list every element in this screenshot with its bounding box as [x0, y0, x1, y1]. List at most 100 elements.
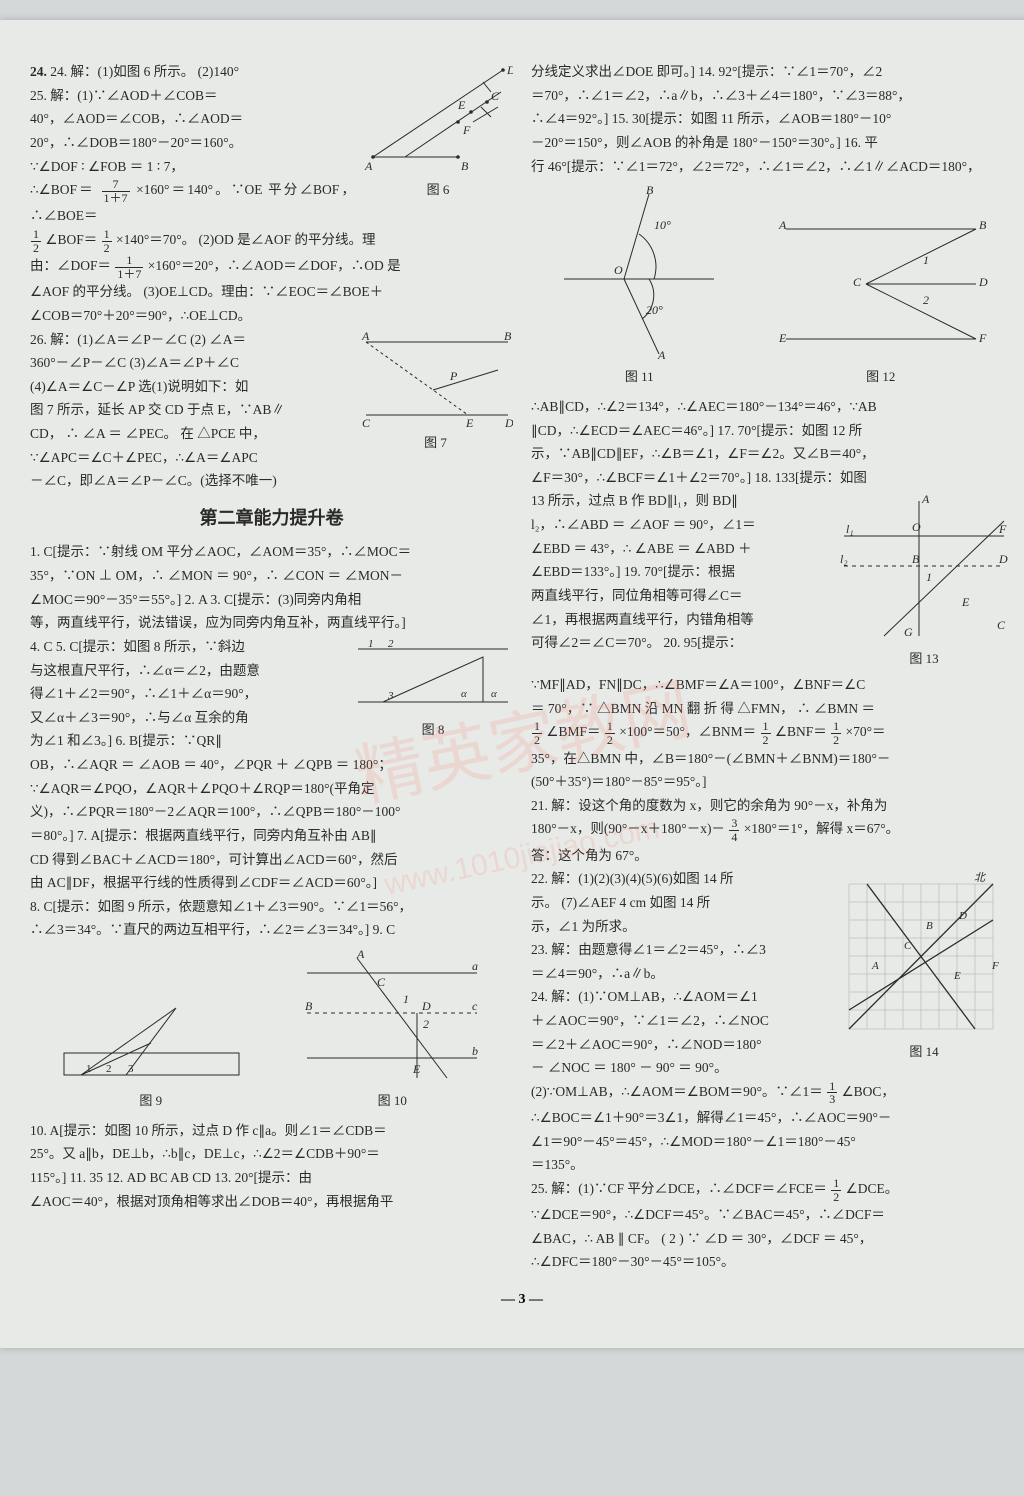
txt: ∴∠BOF＝ — [30, 182, 95, 197]
two-column-layout: A B D C E F 图 6 24. 24. 解：(1)如图 6 所示。 (2… — [30, 60, 1014, 1274]
figure-14-caption: 图 14 — [834, 1041, 1014, 1064]
q1-line-a: 1. C[提示：∵射线 OM 平分∠AOC，∠AOM＝35°，∴∠MOC＝ — [30, 540, 513, 564]
q6-line-b: ∵∠AQR＝∠PQO，∠AQR＋∠PQO＋∠RQP＝180°(平角定 — [30, 777, 513, 801]
r-line-25d: ∴∠DFC＝180°－30°－45°＝105°。 — [531, 1250, 1014, 1274]
txt: ×180°＝1°，解得 x＝67°。 — [744, 822, 899, 837]
fraction: 12 — [532, 720, 542, 746]
svg-text:a: a — [472, 959, 478, 973]
r-line-5: 行 46°[提示：∵∠1＝72°，∠2＝72°，∴∠1＝∠2，∴∠1∥∠ACD＝… — [531, 155, 1014, 179]
den: 2 — [31, 242, 41, 255]
num: 1 — [31, 228, 41, 242]
r-line-2: ＝70°，∴∠1＝∠2，∴a∥b，∴∠3＋∠4＝180°，∵∠3＝88°， — [531, 84, 1014, 108]
den: 1＋7 — [115, 268, 143, 281]
fraction: 12 — [831, 1177, 841, 1203]
figure-12-caption: 图 12 — [771, 366, 991, 389]
left-column: A B D C E F 图 6 24. 24. 解：(1)如图 6 所示。 (2… — [30, 60, 513, 1274]
svg-text:G: G — [904, 625, 913, 639]
figure-11: BA O 10° 20° 图 11 — [554, 184, 724, 389]
svg-text:北: 北 — [974, 871, 987, 884]
svg-text:O: O — [614, 263, 623, 277]
figure-6: A B D C E F 图 6 — [363, 62, 513, 202]
figures-11-12-row: BA O 10° 20° 图 11 — [531, 184, 1014, 389]
txt: ×100°＝50°，∠BNM＝ — [619, 725, 756, 740]
figure-9-svg: 123 — [56, 968, 246, 1088]
svg-text:20°: 20° — [646, 303, 663, 317]
txt: ×140°＝70°。 (2)OD 是∠AOF 的平分线。理 — [116, 232, 376, 247]
svg-text:α: α — [491, 688, 497, 700]
svg-text:A: A — [657, 348, 666, 362]
figure-12-svg: AB CD EF 12 — [771, 204, 991, 364]
q10-line-a: 10. A[提示：如图 10 所示，过点 D 作 c∥a。则∠1＝∠CDB＝ — [30, 1119, 513, 1143]
page-number: — 3 — — [30, 1292, 1014, 1308]
r-line-24h: ＝135°。 — [531, 1153, 1014, 1177]
figure-13-svg: Al₁F l₂D B1 GE CO — [834, 491, 1014, 646]
q6-line-d: ＝80°。] 7. A[提示：根据两直线平行，同旁内角互补由 AB∥ — [30, 824, 513, 848]
svg-text:C: C — [904, 940, 912, 952]
num: 3 — [729, 817, 739, 831]
svg-text:E: E — [412, 1062, 421, 1076]
svg-text:D: D — [958, 910, 967, 922]
svg-text:D: D — [506, 63, 513, 77]
q24-text: 24. 解：(1)如图 6 所示。 (2)140° — [50, 64, 239, 79]
r-line-24g: ∠1＝90°－45°＝45°，∴∠MOD＝180°－∠1＝180°－45° — [531, 1130, 1014, 1154]
r-line-6: ∴AB∥CD，∴∠2＝134°，∴∠AEC＝180°－134°＝46°，∵AB — [531, 395, 1014, 419]
svg-text:A: A — [921, 492, 930, 506]
r-line-19: 12 ∠BMF＝ 12 ×100°＝50°，∠BNM＝ 12 ∠BNF＝ 12 … — [531, 720, 1014, 746]
txt: ×70°＝ — [846, 725, 886, 740]
figure-12: AB CD EF 12 图 12 — [771, 204, 991, 389]
svg-text:c: c — [472, 999, 478, 1013]
r-line-1: 分线定义求出∠DOE 即可。] 14. 92°[提示：∵∠1＝70°，∠2 — [531, 60, 1014, 84]
svg-text:E: E — [465, 416, 474, 430]
num: 1 — [761, 720, 771, 734]
svg-text:1: 1 — [926, 570, 932, 584]
figure-9: 123 图 9 — [56, 968, 246, 1113]
r-line-8: 示，∵AB∥CD∥EF，∴∠B＝∠1，∠F＝∠2。又∠B＝40°， — [531, 442, 1014, 466]
svg-text:b: b — [472, 1044, 478, 1058]
svg-text:E: E — [953, 970, 961, 982]
figure-8-svg: 12 3 αα — [353, 637, 513, 717]
svg-text:3: 3 — [128, 1063, 134, 1075]
r-line-4: －20°＝150°，则∠AOB 的补角是 180°－150°＝30°。] 16.… — [531, 131, 1014, 155]
r-line-25c: ∠BAC，∴ AB ∥ CF。 ( 2 ) ∵ ∠D ＝ 30°，∠DCF ＝ … — [531, 1227, 1014, 1251]
svg-text:2: 2 — [388, 638, 394, 650]
svg-text:E: E — [961, 595, 970, 609]
svg-text:C: C — [362, 416, 371, 430]
svg-text:D: D — [998, 552, 1008, 566]
figure-7: AB CD EP 图 7 — [358, 330, 513, 455]
svg-text:A: A — [778, 218, 787, 232]
fraction: 12 — [102, 228, 112, 254]
svg-text:E: E — [457, 98, 466, 112]
svg-text:A: A — [871, 960, 879, 972]
num: 1 — [831, 720, 841, 734]
q7-line-b: 由 AC∥DF，根据平行线的性质得到∠CDF＝∠ACD＝60°。] — [30, 871, 513, 895]
den: 2 — [831, 734, 841, 747]
q1-line-c: ∠MOC＝90°－35°＝55°。] 2. A 3. C[提示：(3)同旁内角相 — [30, 588, 513, 612]
r-line-21b: 180°－x，则(90°－x＋180°－x)－ 34 ×180°＝1°，解得 x… — [531, 817, 1014, 843]
svg-text:2: 2 — [923, 293, 929, 307]
txt: ∠BOF＝ — [45, 232, 97, 247]
txt: ∠DCE。 — [846, 1181, 899, 1196]
svg-text:A: A — [364, 159, 373, 173]
den: 2 — [605, 734, 615, 747]
figure-6-caption: 图 6 — [363, 179, 513, 202]
chapter-heading: 第二章能力提升卷 — [30, 503, 513, 535]
den: 2 — [532, 734, 542, 747]
page-number-value: 3 — [519, 1292, 526, 1307]
q1-line-b: 35°，∵ON ⊥ OM，∴ ∠MON ＝ 90°，∴ ∠CON ＝ ∠MON－ — [30, 564, 513, 588]
svg-text:P: P — [449, 369, 458, 383]
svg-text:E: E — [778, 331, 787, 345]
figure-10-caption: 图 10 — [297, 1090, 487, 1113]
svg-text:l₁: l₁ — [846, 522, 854, 536]
svg-text:B: B — [504, 330, 512, 343]
figure-6-svg: A B D C E F — [363, 62, 513, 177]
svg-text:F: F — [998, 522, 1007, 536]
figure-7-caption: 图 7 — [358, 432, 513, 455]
txt: ×160°＝20°，∴∠AOD＝∠DOF，∴OD 是 — [148, 258, 401, 273]
num: 7 — [102, 178, 130, 192]
r-line-7: ∥CD，∴∠ECD＝∠AEC＝46°。] 17. 70°[提示：如图 12 所 — [531, 419, 1014, 443]
q25-line-f: 12 ∠BOF＝ 12 ×140°＝70°。 (2)OD 是∠AOF 的平分线。… — [30, 228, 513, 254]
svg-text:3: 3 — [387, 690, 394, 702]
svg-text:C: C — [491, 89, 500, 103]
q26-line-g: －∠C，即∠A＝∠P－∠C。(选择不唯一) — [30, 469, 513, 493]
figure-13-caption: 图 13 — [834, 648, 1014, 671]
